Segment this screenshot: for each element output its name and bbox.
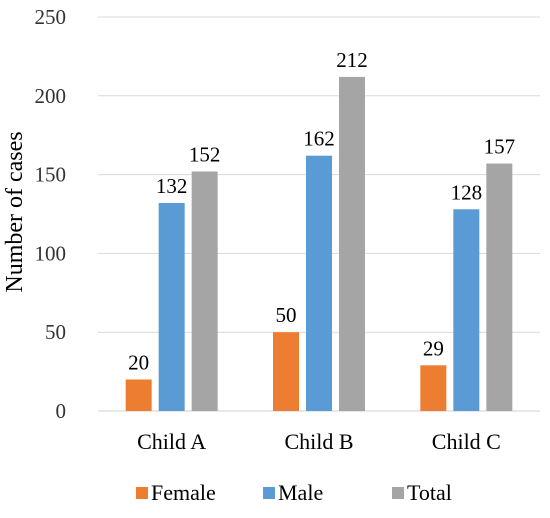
bar-female-child-c <box>420 365 447 411</box>
data-label: 212 <box>336 48 368 72</box>
data-label: 128 <box>451 180 483 204</box>
bar-total-child-b <box>339 76 365 411</box>
legend-swatch-total <box>392 487 404 499</box>
legend-swatch-female <box>136 487 148 499</box>
y-axis-title: Number of cases <box>2 131 28 292</box>
x-tick-label: Child A <box>137 429 206 454</box>
legend: Female Male Total <box>136 480 452 505</box>
data-label: 132 <box>156 174 188 198</box>
y-tick-label: 50 <box>45 320 66 344</box>
y-tick-label: 200 <box>35 84 67 108</box>
data-label: 20 <box>128 350 149 374</box>
bar-total-child-c <box>486 163 513 411</box>
y-tick-label: 0 <box>56 399 67 423</box>
bar-total-child-a <box>191 171 218 411</box>
data-label: 157 <box>484 135 516 159</box>
x-tick-label: Child C <box>432 429 501 454</box>
x-tick-label: Child B <box>284 429 353 454</box>
data-label: 29 <box>423 336 444 360</box>
y-tick-label: 150 <box>35 163 67 187</box>
bar-male-child-c <box>453 209 480 411</box>
data-label: 162 <box>303 127 335 151</box>
x-axis: Child A Child B Child C <box>137 429 501 454</box>
data-label: 50 <box>276 303 297 327</box>
y-tick-label: 100 <box>35 241 67 265</box>
legend-label-total: Total <box>407 480 452 505</box>
legend-label-female: Female <box>151 480 216 505</box>
bar-male-child-a <box>158 202 185 411</box>
y-tick-label: 250 <box>35 5 67 29</box>
bar-male-child-b <box>306 155 332 411</box>
data-label: 152 <box>189 142 221 166</box>
legend-swatch-male <box>263 487 275 499</box>
bar-female-child-a <box>125 379 152 411</box>
bars <box>125 76 513 411</box>
legend-label-male: Male <box>278 480 323 505</box>
y-axis-ticks: 0 50 100 150 200 250 <box>35 5 67 423</box>
bar-female-child-b <box>273 332 299 411</box>
